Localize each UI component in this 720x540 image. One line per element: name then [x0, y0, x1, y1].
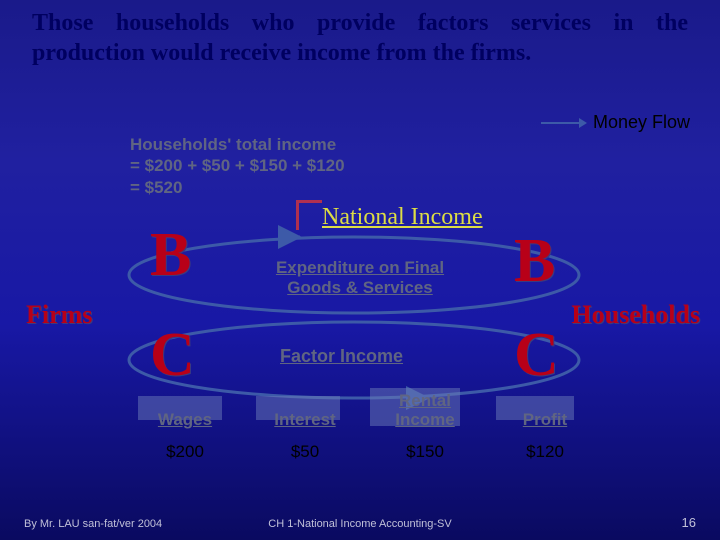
factor-amount: $150 [370, 442, 480, 462]
households-label: Households [571, 300, 700, 330]
marker-c-left: C [150, 320, 195, 391]
marker-c-right: C [514, 320, 559, 391]
income-calc-line2: = $200 + $50 + $150 + $120 [130, 155, 345, 176]
factor-name: Profit [490, 392, 600, 430]
income-calc-line3: = $520 [130, 177, 345, 198]
factor-amount: $120 [490, 442, 600, 462]
income-calculation: Households' total income = $200 + $50 + … [130, 134, 345, 198]
factor-interest: Interest $50 [250, 392, 360, 462]
footer-chapter: CH 1-National Income Accounting-SV [0, 518, 720, 530]
money-flow-legend: Money Flow [541, 112, 690, 133]
factor-wages: Wages $200 [130, 392, 240, 462]
factor-profit: Profit $120 [490, 392, 600, 462]
legend-arrow-icon [541, 122, 585, 124]
firms-label: Firms [26, 300, 92, 330]
legend-label: Money Flow [593, 112, 690, 133]
factor-name: Rental Income [370, 392, 480, 430]
footer-page: 16 [682, 515, 696, 530]
factor-name: Interest [250, 392, 360, 430]
factor-amount: $200 [130, 442, 240, 462]
income-calc-line1: Households' total income [130, 134, 345, 155]
expenditure-line1: Expenditure on Final [276, 258, 444, 277]
expenditure-label: Expenditure on Final Goods & Services [250, 258, 470, 298]
marker-b-right: B [514, 226, 555, 297]
marker-b-left: B [150, 220, 191, 291]
national-income-label: National Income [322, 204, 483, 231]
slide: Those households who provide factors ser… [0, 0, 720, 540]
factor-rental: Rental Income $150 [370, 392, 480, 462]
national-income-connector [296, 200, 322, 230]
factor-amount: $50 [250, 442, 360, 462]
factor-row: Wages $200 Interest $50 Rental Income $1… [130, 392, 600, 462]
expenditure-line2: Goods & Services [287, 278, 433, 297]
factor-income-label: Factor Income [280, 346, 403, 367]
slide-title: Those households who provide factors ser… [32, 8, 688, 68]
factor-name: Wages [130, 392, 240, 430]
